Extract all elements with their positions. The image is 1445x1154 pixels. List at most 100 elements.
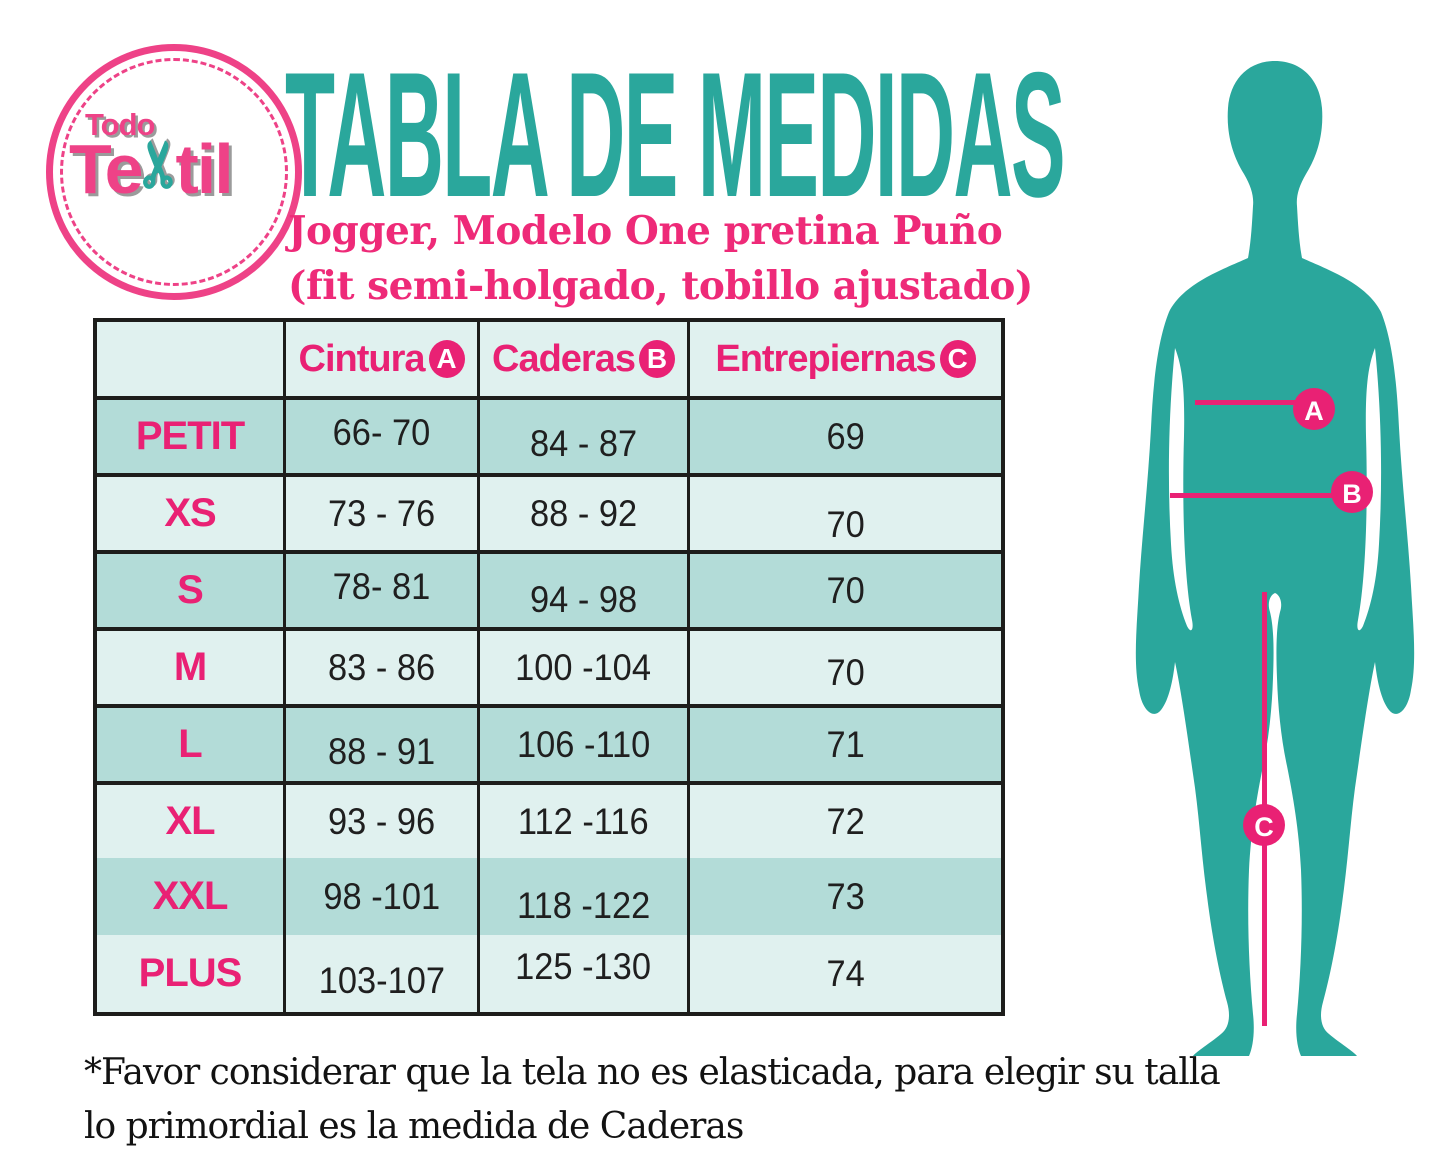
logo-brand-suffix: til (175, 130, 233, 208)
table-row-xl: XL 93 - 96 112 -116 72 (97, 781, 1001, 858)
caderas-value: 112 -116 (518, 800, 649, 842)
caderas-value: 88 - 92 (529, 492, 638, 534)
column-header-caderas: Caderas B (477, 322, 687, 396)
caderas-value: 94 - 98 (529, 578, 638, 620)
cintura-cell: 83 - 86 (283, 631, 477, 704)
entrepiernas-value: 70 (826, 503, 865, 545)
size-cell: M (97, 631, 283, 704)
cintura-cell: 88 - 91 (283, 708, 477, 781)
size-name: S (177, 568, 204, 612)
subtitle-line-2: (fit semi-holgado, tobillo ajustado) (288, 262, 1033, 309)
cintura-cell: 73 - 76 (283, 477, 477, 550)
inseam-marker-c-label: C (1254, 812, 1274, 842)
caderas-cell: 84 - 87 (477, 400, 687, 473)
size-table: Cintura A Caderas B Entrepiernas C PETIT… (93, 318, 1005, 1016)
size-cell: S (97, 554, 283, 627)
hip-marker-b-label: B (1342, 479, 1362, 509)
caderas-cell: 118 -122 (477, 858, 687, 935)
size-name: M (173, 645, 207, 689)
cintura-cell: 93 - 96 (283, 785, 477, 858)
size-name: XXL (152, 874, 229, 918)
entrepiernas-cell: 70 (687, 554, 1001, 627)
brand-logo: Todo Te✂til (46, 44, 302, 300)
logo-top-word: Todo (85, 107, 155, 142)
cintura-value: 73 - 76 (327, 492, 436, 534)
hip-marker-group: B (1170, 471, 1373, 513)
cintura-cell: 103-107 (283, 935, 477, 1012)
caderas-cell: 125 -130 (477, 935, 687, 1012)
size-name: PETIT (135, 414, 245, 458)
badge-a-icon: A (428, 340, 465, 378)
size-cell: PLUS (97, 935, 283, 1012)
entrepiernas-cell: 70 (687, 477, 1001, 550)
entrepiernas-value: 70 (826, 651, 865, 693)
waist-marker-a-label: A (1304, 396, 1324, 426)
entrepiernas-value: 71 (826, 723, 865, 765)
caderas-value: 106 -110 (516, 723, 651, 765)
footnote-line-2: lo primordial es la medida de Caderas (84, 1106, 744, 1147)
waist-marker-group: A (1195, 388, 1335, 430)
cintura-cell: 66- 70 (283, 400, 477, 473)
size-cell: XL (97, 785, 283, 858)
cintura-cell: 78- 81 (283, 554, 477, 627)
entrepiernas-cell: 71 (687, 708, 1001, 781)
entrepiernas-cell: 73 (687, 858, 1001, 935)
caderas-cell: 94 - 98 (477, 554, 687, 627)
measurement-figure: A B C (1125, 56, 1425, 1056)
entrepiernas-value: 73 (826, 875, 865, 917)
cintura-value: 103-107 (318, 959, 445, 1001)
entrepiernas-cell: 69 (687, 400, 1001, 473)
caderas-value: 84 - 87 (529, 422, 638, 464)
table-row-petit: PETIT 66- 70 84 - 87 69 (97, 396, 1001, 473)
table-row-l: L 88 - 91 106 -110 71 (97, 704, 1001, 781)
size-name: L (178, 722, 202, 766)
inseam-marker-group: C (1243, 592, 1285, 1026)
badge-c-icon: C (939, 340, 976, 378)
table-header-row: Cintura A Caderas B Entrepiernas C (97, 322, 1001, 396)
cintura-value: 88 - 91 (327, 730, 436, 772)
column-header-entrepiernas: Entrepiernas C (687, 322, 1001, 396)
caderas-cell: 112 -116 (477, 785, 687, 858)
caderas-cell: 106 -110 (477, 708, 687, 781)
cintura-cell: 98 -101 (283, 858, 477, 935)
column-label: Cintura (298, 337, 426, 380)
caderas-cell: 88 - 92 (477, 477, 687, 550)
column-label: Entrepiernas (715, 337, 936, 380)
cintura-value: 66- 70 (332, 411, 431, 453)
size-name: PLUS (138, 951, 243, 995)
footnote-line-1: *Favor considerar que la tela no es elas… (84, 1052, 1221, 1093)
hip-line (1170, 493, 1345, 498)
waist-marker-a (1293, 388, 1335, 430)
size-cell: PETIT (97, 400, 283, 473)
badge-b-icon: B (638, 340, 675, 378)
hip-marker-b (1331, 471, 1373, 513)
table-row-xs: XS 73 - 76 88 - 92 70 (97, 473, 1001, 550)
column-label: Caderas (492, 337, 636, 380)
page-title: TABLA DE MEDIDAS (285, 35, 1066, 234)
inseam-marker-c (1243, 804, 1285, 846)
waist-line (1195, 400, 1307, 405)
entrepiernas-value: 69 (826, 415, 865, 457)
logo-dashed-ring (60, 58, 288, 286)
table-row-s: S 78- 81 94 - 98 70 (97, 550, 1001, 627)
scissors-icon: ✂ (124, 140, 194, 191)
entrepiernas-cell: 74 (687, 935, 1001, 1012)
corner-cell (97, 322, 283, 396)
entrepiernas-cell: 72 (687, 785, 1001, 858)
caderas-value: 100 -104 (515, 646, 652, 688)
table-row-m: M 83 - 86 100 -104 70 (97, 627, 1001, 704)
caderas-value: 125 -130 (515, 945, 652, 987)
cintura-value: 83 - 86 (327, 646, 436, 688)
logo-brand-word: Te✂til (69, 129, 234, 209)
table-row-plus: PLUS 103-107 125 -130 74 (97, 935, 1001, 1012)
footnote: *Favor considerar que la tela no es elas… (84, 1046, 1221, 1154)
size-cell: XXL (97, 858, 283, 935)
column-header-cintura: Cintura A (283, 322, 477, 396)
logo-brand-prefix: Te (69, 130, 143, 208)
size-name: XS (164, 491, 216, 535)
entrepiernas-value: 74 (826, 952, 865, 994)
table-row-xxl: XXL 98 -101 118 -122 73 (97, 858, 1001, 935)
size-cell: XS (97, 477, 283, 550)
cintura-value: 93 - 96 (327, 800, 436, 842)
entrepiernas-value: 70 (826, 569, 865, 611)
